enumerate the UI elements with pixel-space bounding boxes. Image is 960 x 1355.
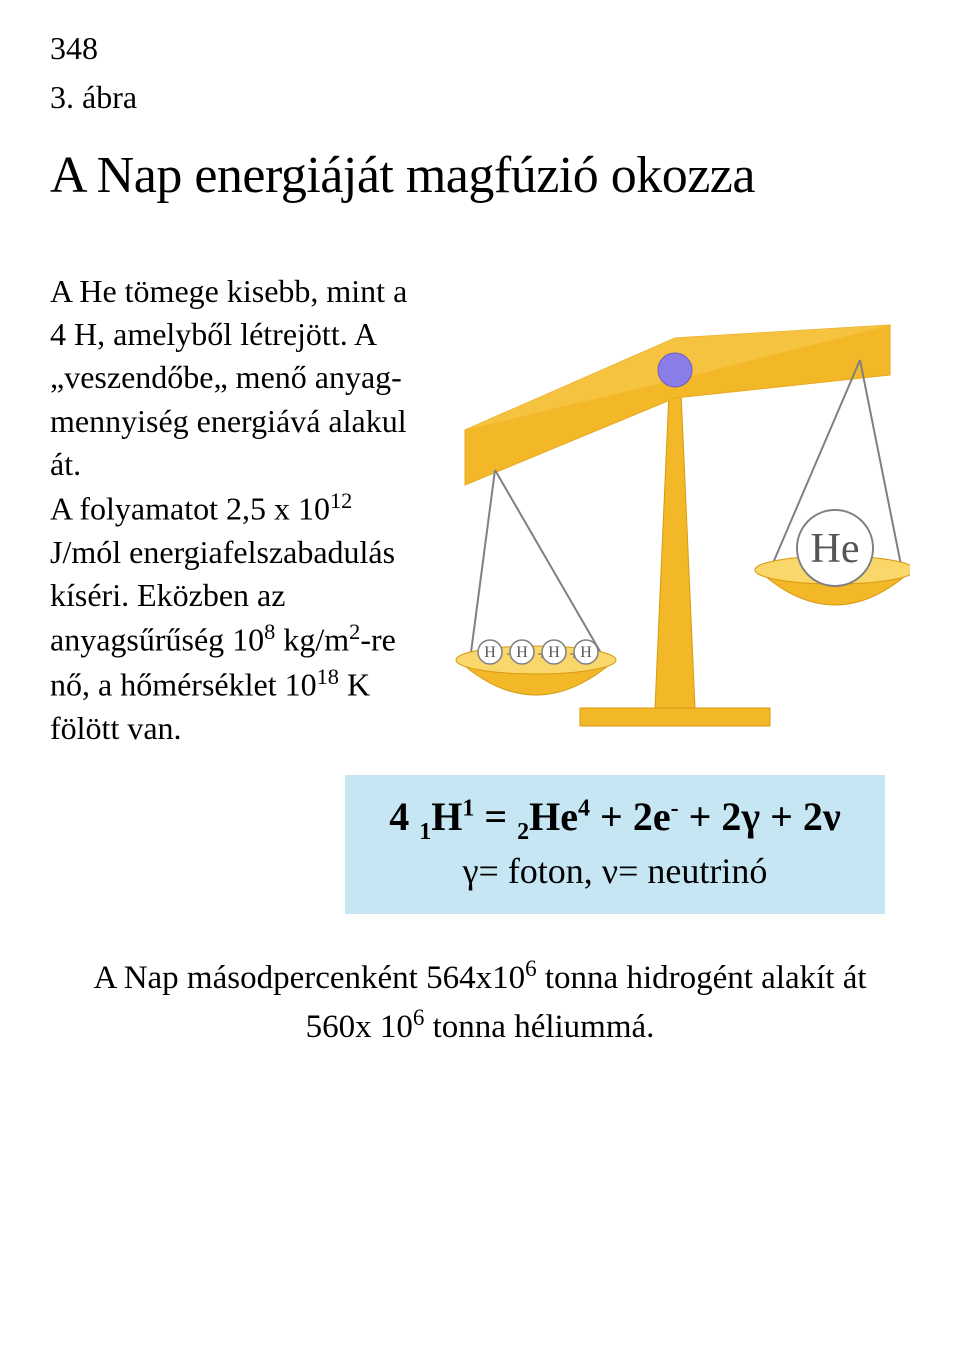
exp-18: 18 xyxy=(317,664,339,689)
paragraph-2c: kg/m xyxy=(275,622,349,658)
eq-sup2: 4 xyxy=(578,796,590,822)
footer-l1a: A Nap másodpercenként 564x10 xyxy=(93,960,525,996)
eq-b: H xyxy=(431,794,462,839)
footer-l1sup: 6 xyxy=(525,955,537,981)
eq-sup1: 1 xyxy=(462,796,474,822)
footer-l2sup: 6 xyxy=(413,1004,425,1030)
eq-c: = xyxy=(474,794,517,839)
eq-e: + 2e xyxy=(590,794,671,839)
footer-l2a: 560x 10 xyxy=(306,1009,413,1045)
right-atom: He xyxy=(797,510,873,586)
page-number: 348 xyxy=(50,30,910,67)
exp-2: 2 xyxy=(349,619,360,644)
svg-text:H: H xyxy=(516,644,528,661)
exp-12: 12 xyxy=(330,488,352,513)
footer-text: A Nap másodpercenként 564x106 tonna hidr… xyxy=(50,952,910,1050)
scale-svg: H + H + H + H He xyxy=(440,270,910,745)
eq-d: He xyxy=(529,794,578,839)
figure-label: 3. ábra xyxy=(50,79,910,116)
scale-hub xyxy=(658,353,692,387)
balance-scale-diagram: H + H + H + H He xyxy=(440,270,910,745)
body-text: A He tömege kisebb, mint a 4 H, amelyből… xyxy=(50,270,420,750)
eq-sub2: 2 xyxy=(517,819,529,845)
fusion-equation: 4 1H1 = 2He4 + 2e- + 2γ + 2ν xyxy=(375,793,855,846)
svg-text:H: H xyxy=(580,644,592,661)
left-string-2 xyxy=(495,470,605,660)
footer-l2b: tonna héliummá. xyxy=(424,1009,654,1045)
eq-a: 4 xyxy=(389,794,419,839)
left-string-1 xyxy=(470,470,495,660)
svg-text:H: H xyxy=(484,644,496,661)
eq-sub1: 1 xyxy=(419,819,431,845)
left-atoms: H + H + H + H xyxy=(478,640,598,664)
eq-f: + 2γ + 2ν xyxy=(679,794,841,839)
he-label: He xyxy=(811,526,860,572)
page-title: A Nap energiáját magfúzió okozza xyxy=(50,146,910,205)
svg-text:H: H xyxy=(548,644,560,661)
paragraph-2a: A folyamatot 2,5 x 10 xyxy=(50,491,330,527)
exp-8: 8 xyxy=(264,619,275,644)
paragraph-1: A He tömege kisebb, mint a 4 H, amelyből… xyxy=(50,273,407,482)
footer-l1b: tonna hidrogént alakít át xyxy=(537,960,867,996)
equation-box: 4 1H1 = 2He4 + 2e- + 2γ + 2ν γ= foton, ν… xyxy=(345,775,885,914)
content-row: A He tömege kisebb, mint a 4 H, amelyből… xyxy=(50,270,910,750)
scale-base xyxy=(580,708,770,726)
equation-legend: γ= foton, ν= neutrinó xyxy=(375,850,855,892)
eq-sup3: - xyxy=(671,796,679,822)
